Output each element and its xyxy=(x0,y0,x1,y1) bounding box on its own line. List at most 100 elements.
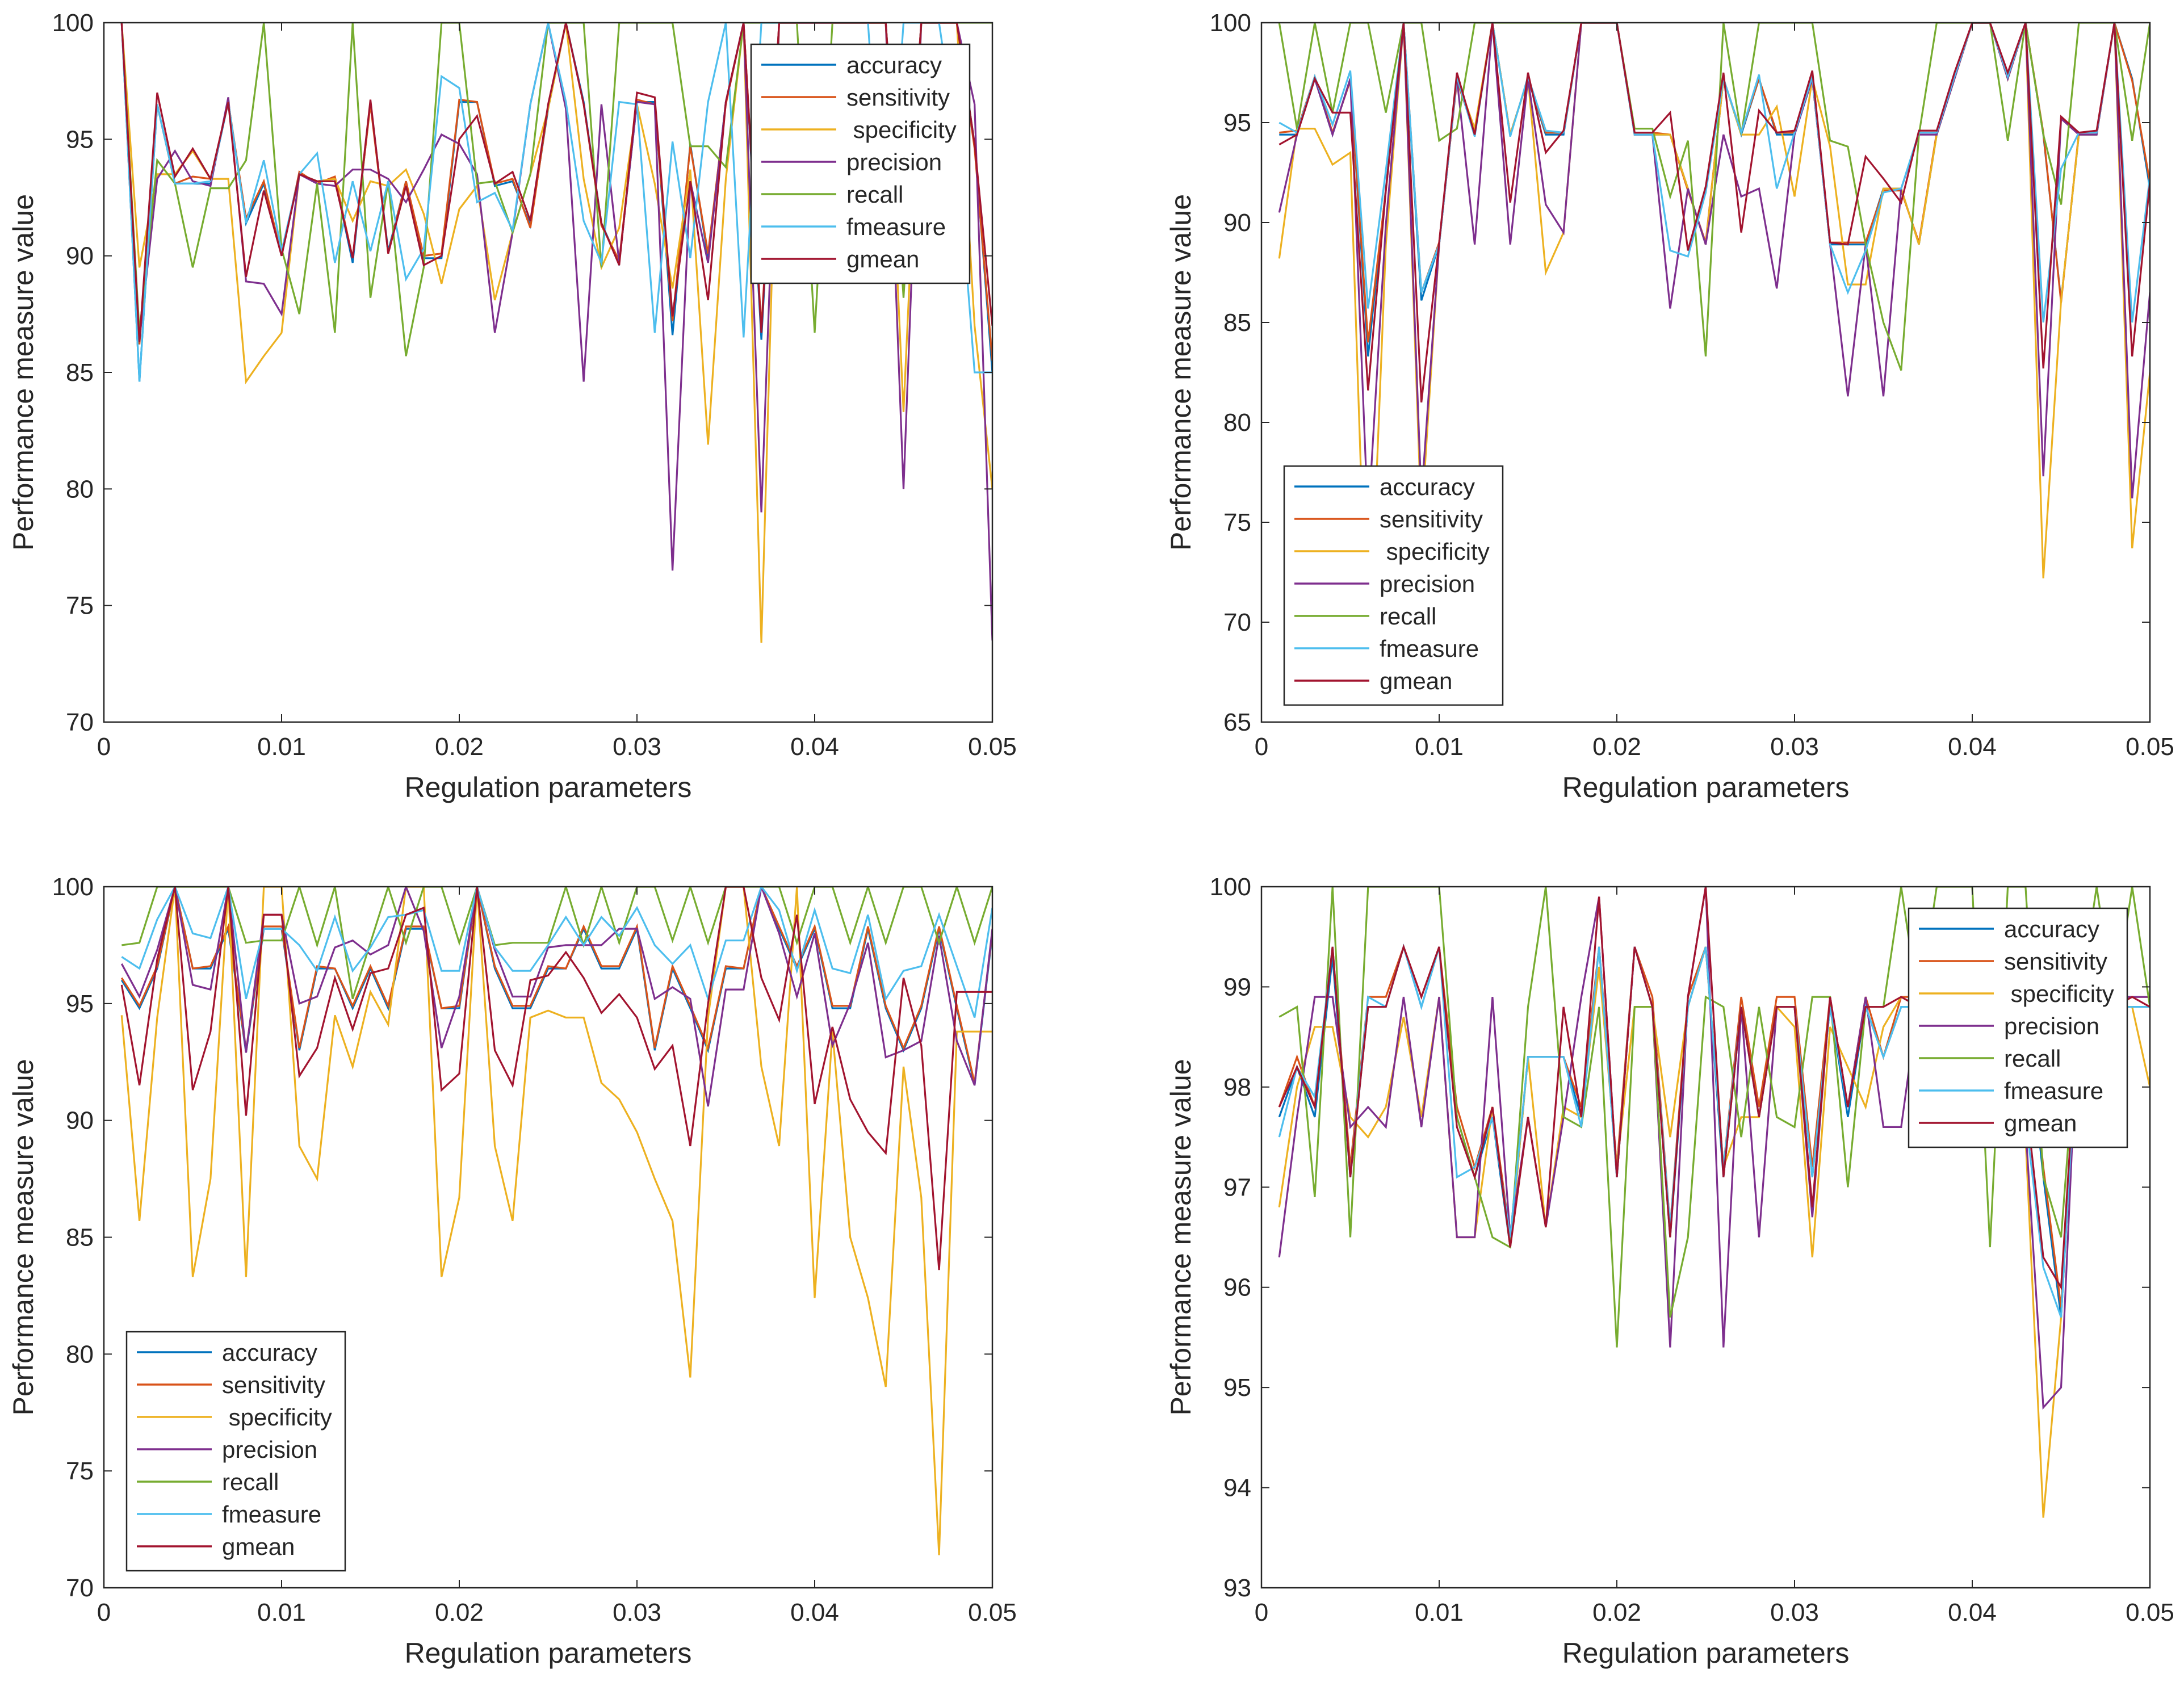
legend-label-accuracy: accuracy xyxy=(2004,916,2099,942)
legend: accuracy sensitivity specificity precision… xyxy=(750,43,971,284)
legend: accuracy sensitivity specificity precision… xyxy=(125,1331,346,1572)
chart-panel-bottom-right: 0 0.01 0.02 0.03 0.04 0.05 93 94 95 96 97 98 99 100 Re… xyxy=(1165,873,2174,1669)
y-tick-label: 94 xyxy=(1223,1474,1251,1502)
y-tick-label: 90 xyxy=(66,242,94,270)
legend-label-gmean: gmean xyxy=(2004,1110,2077,1136)
x-axis-label: Regulation parameters xyxy=(1562,771,1850,803)
y-tick-label: 90 xyxy=(1223,209,1251,237)
y-tick-label: 96 xyxy=(1223,1274,1251,1302)
series-line-fmeasure xyxy=(121,887,992,1018)
series-line-specificity xyxy=(120,887,992,1555)
legend-label-specificity: specificity xyxy=(1380,538,1490,565)
y-tick-label: 100 xyxy=(1210,873,1251,901)
y-tick-label: 75 xyxy=(1223,509,1251,536)
x-tick-label: 0.04 xyxy=(790,1599,839,1626)
legend-label-sensitivity: sensitivity xyxy=(1380,506,1483,532)
legend-label-recall: recall xyxy=(1380,603,1436,630)
x-tick-label: 0.03 xyxy=(613,1599,661,1626)
y-tick-label: 85 xyxy=(1223,309,1251,337)
legend-label-precision: precision xyxy=(2004,1013,2099,1039)
x-tick-label: 0.03 xyxy=(1770,1599,1819,1626)
x-tick-label: 0.04 xyxy=(1948,1599,1997,1626)
legend-label-fmeasure: fmeasure xyxy=(2004,1077,2103,1104)
y-axis-label: Performance measure value xyxy=(7,1059,39,1415)
chart-panel-top-right: 0 0.01 0.02 0.03 0.04 0.05 65 70 75 80 85 90 95 100 Re… xyxy=(1165,9,2174,803)
y-tick-label: 85 xyxy=(66,1224,94,1252)
y-tick-label: 100 xyxy=(52,9,94,37)
legend-label-specificity: specificity xyxy=(222,1404,332,1431)
x-tick-label: 0.03 xyxy=(1770,733,1819,761)
legend-label-sensitivity: sensitivity xyxy=(2004,948,2107,975)
y-tick-label: 85 xyxy=(66,359,94,387)
legend-label-sensitivity: sensitivity xyxy=(846,84,950,111)
legend-box xyxy=(1908,907,2128,1148)
x-axis-label: Regulation parameters xyxy=(405,771,692,803)
y-tick-label: 99 xyxy=(1223,973,1251,1001)
y-tick-label: 97 xyxy=(1223,1173,1251,1201)
y-tick-label: 70 xyxy=(66,1574,94,1602)
series-line-sensitivity xyxy=(120,887,992,1084)
legend-label-precision: precision xyxy=(1380,571,1475,597)
y-tick-label: 100 xyxy=(1210,9,1251,37)
y-tick-label: 98 xyxy=(1223,1073,1251,1101)
legend-label-sensitivity: sensitivity xyxy=(222,1372,325,1398)
legend-label-fmeasure: fmeasure xyxy=(222,1501,321,1528)
legend-label-accuracy: accuracy xyxy=(1380,473,1475,500)
legend-box xyxy=(750,43,971,284)
x-axis-label: Regulation parameters xyxy=(405,1637,692,1669)
x-tick-label: 0.02 xyxy=(435,733,484,761)
y-tick-label: 95 xyxy=(1223,109,1251,137)
legend-label-gmean: gmean xyxy=(1380,668,1452,694)
y-tick-label: 95 xyxy=(66,990,94,1018)
y-tick-label: 65 xyxy=(1223,708,1251,736)
x-tick-label: 0.04 xyxy=(1948,733,1997,761)
legend-label-specificity: specificity xyxy=(846,116,957,143)
series-line-recall xyxy=(1278,23,2150,371)
x-tick-label: 0.02 xyxy=(1592,1599,1641,1626)
legend-label-recall: recall xyxy=(2004,1045,2061,1072)
series-group xyxy=(120,23,992,643)
x-tick-label: 0.01 xyxy=(257,733,306,761)
legend-box xyxy=(1283,465,1504,706)
x-tick-label: 0 xyxy=(1255,733,1268,761)
y-tick-label: 95 xyxy=(66,125,94,153)
series-line-gmean xyxy=(120,23,992,342)
x-tick-label: 0.02 xyxy=(435,1599,484,1626)
y-tick-label: 95 xyxy=(1223,1374,1251,1402)
series-line-recall xyxy=(121,887,992,1000)
x-tick-label: 0 xyxy=(1255,1599,1268,1626)
legend-label-recall: recall xyxy=(222,1469,279,1495)
chart-panel-bottom-left: 0 0.01 0.02 0.03 0.04 0.05 70 75 80 85 90 95 100 Regu… xyxy=(7,873,1017,1669)
y-tick-label: 93 xyxy=(1223,1574,1251,1602)
x-tick-label: 0.01 xyxy=(1415,1599,1464,1626)
x-tick-label: 0 xyxy=(97,733,111,761)
y-axis-label: Performance measure value xyxy=(7,194,39,551)
legend-label-gmean: gmean xyxy=(846,246,919,272)
series-group xyxy=(120,887,992,1555)
legend-box xyxy=(125,1331,346,1572)
axes-frame xyxy=(1260,22,2151,723)
x-tick-label: 0.04 xyxy=(790,733,839,761)
y-tick-label: 90 xyxy=(66,1107,94,1135)
x-tick-label: 0.05 xyxy=(968,1599,1017,1626)
series-line-gmean xyxy=(120,887,992,1270)
series-line-recall xyxy=(120,23,992,357)
legend-label-fmeasure: fmeasure xyxy=(846,213,946,240)
legend-label-accuracy: accuracy xyxy=(846,52,942,78)
series-line-gmean xyxy=(1278,23,2150,402)
axes-frame xyxy=(1260,886,2151,1589)
chart-panel-top-left: 0 0.01 0.02 0.03 0.04 0.05 70 75 80 85 90 95 100 Regu… xyxy=(7,9,1017,803)
legend: accuracy sensitivity specificity precision… xyxy=(1283,465,1504,706)
y-tick-label: 75 xyxy=(66,592,94,620)
x-tick-label: 0.01 xyxy=(1415,733,1464,761)
y-tick-label: 80 xyxy=(66,475,94,503)
y-tick-label: 80 xyxy=(1223,409,1251,437)
y-axis-label: Performance measure value xyxy=(1165,1059,1197,1415)
x-tick-label: 0.05 xyxy=(2126,1599,2174,1626)
x-axis-label: Regulation parameters xyxy=(1562,1637,1850,1669)
y-tick-label: 75 xyxy=(66,1457,94,1485)
legend-label-fmeasure: fmeasure xyxy=(1380,635,1479,662)
legend-label-gmean: gmean xyxy=(222,1533,295,1560)
